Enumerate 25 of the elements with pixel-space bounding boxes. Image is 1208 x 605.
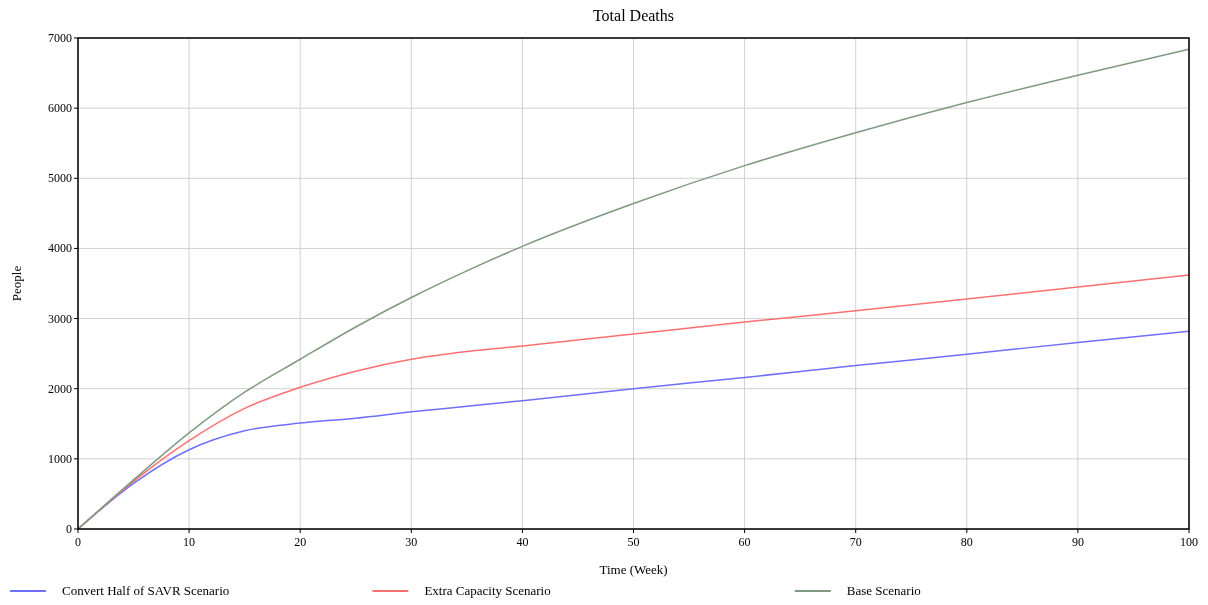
x-tick-label: 0 <box>75 535 81 549</box>
y-tick-label: 1000 <box>48 451 72 466</box>
y-tick-label: 3000 <box>48 311 72 326</box>
y-tick-label: 2000 <box>48 381 72 396</box>
legend-label: Extra Capacity Scenario <box>424 583 551 598</box>
x-tick-label: 70 <box>849 535 862 549</box>
x-tick-label: 60 <box>738 535 751 549</box>
y-tick-label: 0 <box>66 522 72 536</box>
x-tick-label: 90 <box>1071 535 1084 549</box>
y-tick-label: 5000 <box>48 171 72 186</box>
x-tick-label: 20 <box>294 535 307 549</box>
y-tick-label: 4000 <box>48 241 72 256</box>
y-tick-label: 7000 <box>48 31 72 45</box>
x-tick-label: 10 <box>183 535 196 549</box>
x-tick-label: 50 <box>627 535 640 549</box>
legend-label: Base Scenario <box>846 583 921 598</box>
x-tick-label: 30 <box>405 535 418 549</box>
x-tick-label: 40 <box>516 535 529 549</box>
y-tick-label: 6000 <box>48 101 72 116</box>
chart-title: Total Deaths <box>592 7 675 24</box>
x-tick-label: 80 <box>960 535 973 549</box>
y-axis-title: People <box>9 265 24 302</box>
x-tick-label: 100 <box>1180 535 1198 549</box>
legend-label: Convert Half of SAVR Scenario <box>62 583 230 598</box>
x-axis-title: Time (Week) <box>599 562 668 577</box>
